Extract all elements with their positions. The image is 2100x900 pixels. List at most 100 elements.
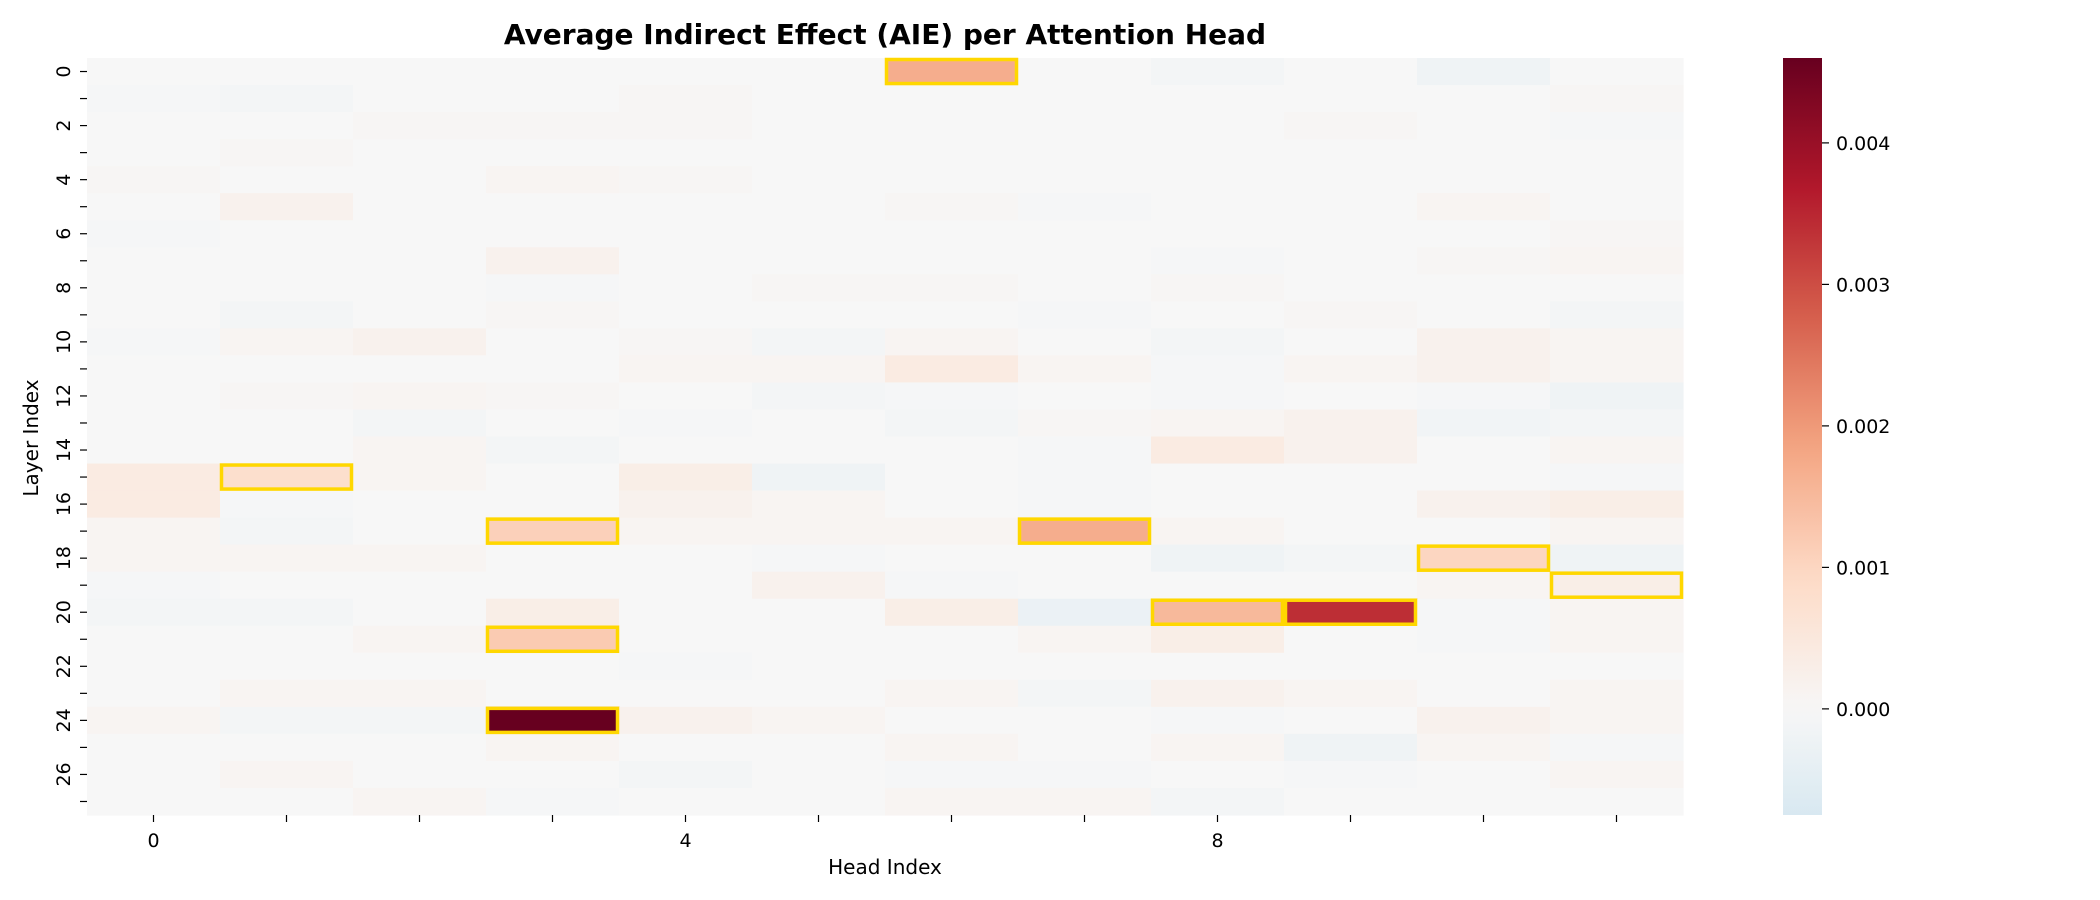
y-tick-label: 8: [53, 282, 75, 294]
heatmap-cell: [486, 301, 620, 329]
heatmap-cell: [1151, 85, 1285, 113]
heatmap-cell: [1151, 220, 1285, 248]
heatmap-cell: [220, 85, 354, 113]
heatmap-cell: [1018, 112, 1152, 140]
heatmap-cell: [1018, 139, 1152, 167]
heatmap-cell: [353, 58, 487, 86]
colorbar-tick-label: 0.002: [1836, 416, 1890, 438]
heatmap-cell: [619, 274, 753, 302]
heatmap-cell: [353, 85, 487, 113]
heatmap-cell: [1284, 274, 1418, 302]
heatmap-cell: [619, 220, 753, 248]
heatmap-cell: [1550, 625, 1684, 654]
heatmap-cell: [220, 274, 354, 302]
heatmap-cell: [1550, 301, 1684, 329]
heatmap-cell: [752, 544, 886, 573]
heatmap-cell: [1417, 733, 1551, 762]
heatmap-cell: [353, 598, 487, 627]
heatmap-cell: [486, 328, 620, 356]
heatmap-cell: [885, 382, 1019, 411]
heatmap-cell: [1550, 274, 1684, 302]
heatmap-cell: [1417, 598, 1551, 627]
heatmap-cell: [220, 112, 354, 140]
heatmap-cell: [1284, 328, 1418, 356]
heatmap-cell: [1018, 517, 1152, 546]
heatmap-cell: [1284, 652, 1418, 681]
y-tick-label: 18: [53, 546, 75, 570]
colorbar: [1783, 58, 1822, 815]
heatmap-cell: [1284, 85, 1418, 113]
heatmap-cell: [220, 247, 354, 275]
heatmap-cell: [220, 706, 354, 735]
heatmap-cell: [619, 139, 753, 167]
heatmap-cell: [1417, 382, 1551, 411]
heatmap-cell: [486, 463, 620, 492]
heatmap-cell: [1550, 787, 1684, 816]
heatmap-cell: [353, 166, 487, 194]
heatmap-cell: [486, 409, 620, 438]
heatmap-cell: [752, 328, 886, 356]
heatmap-cell: [87, 463, 221, 492]
heatmap-cell: [1018, 274, 1152, 302]
heatmap-cell: [619, 328, 753, 356]
heatmap-cell: [752, 301, 886, 329]
x-tick-label: 0: [147, 830, 159, 852]
y-tick-label: 26: [53, 762, 75, 786]
heatmap-cell: [87, 679, 221, 708]
heatmap-cell: [353, 193, 487, 221]
heatmap-cell: [885, 301, 1019, 329]
heatmap-cell: [87, 301, 221, 329]
heatmap-cell: [87, 139, 221, 167]
heatmap-cell: [486, 112, 620, 140]
heatmap-cell: [1018, 652, 1152, 681]
heatmap-cell: [353, 328, 487, 356]
heatmap-cell: [1284, 544, 1418, 573]
heatmap-cell: [619, 679, 753, 708]
heatmap-cell: [752, 787, 886, 816]
heatmap-cell: [619, 247, 753, 275]
y-tick-label: 0: [53, 65, 75, 77]
heatmap-cell: [486, 787, 620, 816]
heatmap-cell: [619, 544, 753, 573]
heatmap-cell: [1018, 58, 1152, 86]
heatmap-cell: [87, 436, 221, 465]
heatmap-cell: [220, 139, 354, 167]
heatmap-cell: [220, 355, 354, 384]
heatmap-cell: [1018, 490, 1152, 519]
heatmap-cell: [1550, 409, 1684, 438]
heatmap-cell: [752, 706, 886, 735]
y-tick-label: 24: [53, 708, 75, 732]
chart-title: Average Indirect Effect (AIE) per Attent…: [504, 18, 1266, 51]
heatmap-cell: [87, 58, 221, 86]
heatmap-cell: [87, 706, 221, 735]
heatmap-cell: [1151, 166, 1285, 194]
heatmap-cell: [486, 58, 620, 86]
heatmap-cell: [1151, 409, 1285, 438]
heatmap-cell: [87, 274, 221, 302]
heatmap-cell: [1018, 409, 1152, 438]
heatmap-cell: [619, 706, 753, 735]
heatmap-cell: [220, 382, 354, 411]
x-tick-label: 4: [679, 830, 691, 852]
heatmap-cell: [87, 571, 221, 600]
heatmap-cell: [1018, 193, 1152, 221]
heatmap-cell: [1151, 112, 1285, 140]
heatmap-cell: [1417, 301, 1551, 329]
heatmap-cell: [1018, 679, 1152, 708]
heatmap-cell: [1151, 598, 1285, 627]
heatmap-cell: [1284, 58, 1418, 86]
heatmap-cell: [752, 139, 886, 167]
heatmap-cell: [87, 490, 221, 519]
heatmap-cell: [885, 652, 1019, 681]
heatmap-cell: [752, 760, 886, 789]
heatmap-cell: [220, 328, 354, 356]
heatmap-cell: [353, 706, 487, 735]
heatmap-cell: [1151, 382, 1285, 411]
heatmap-cell: [1151, 436, 1285, 465]
heatmap-cell: [1151, 625, 1285, 654]
heatmap-cell: [619, 625, 753, 654]
heatmap-cell: [885, 193, 1019, 221]
heatmap-cell: [1550, 328, 1684, 356]
heatmap-cell: [752, 571, 886, 600]
